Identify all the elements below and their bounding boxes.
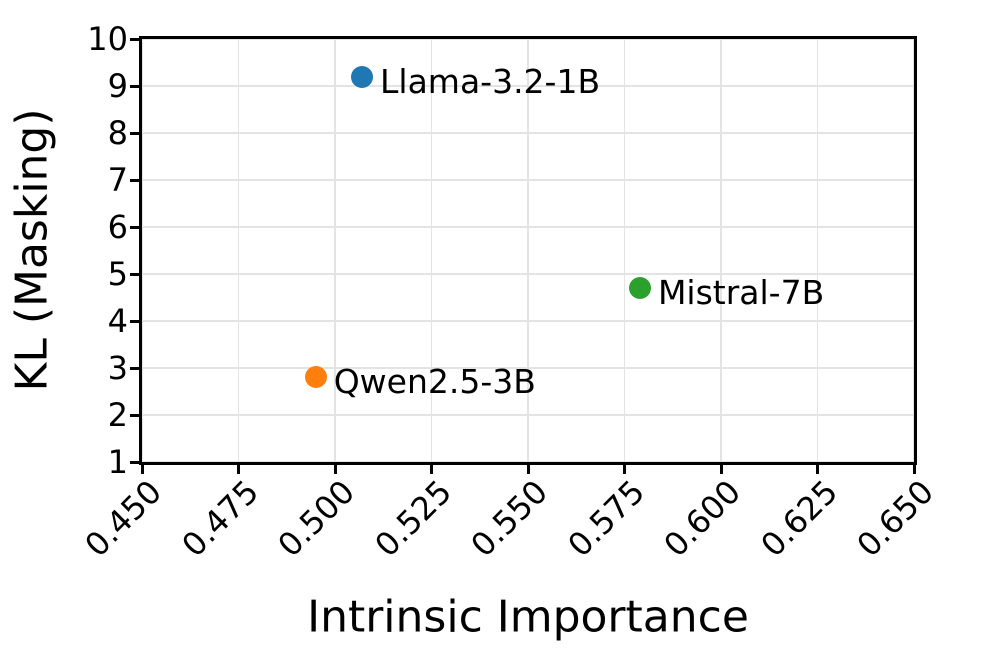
x-tick-mark xyxy=(237,462,240,474)
scatter-point-llama-3-2-1b xyxy=(351,65,374,88)
y-tick-label: 6 xyxy=(107,208,128,246)
y-gridline xyxy=(142,85,914,87)
x-tick-mark xyxy=(333,462,337,474)
point-label-qwen2-5-3b: Qwen2.5-3B xyxy=(333,362,536,402)
x-tick-mark xyxy=(623,462,626,474)
y-tick-mark xyxy=(130,319,142,323)
y-tick-mark xyxy=(130,460,142,464)
y-axis-label: KL (Masking) xyxy=(6,108,58,392)
x-tick-mark xyxy=(430,462,433,474)
y-tick-mark xyxy=(130,413,142,417)
x-gridline xyxy=(141,39,143,462)
y-tick-label: 1 xyxy=(107,443,128,481)
y-gridline xyxy=(142,38,914,40)
y-gridline xyxy=(142,320,914,322)
y-gridline xyxy=(142,414,914,416)
x-gridline xyxy=(527,39,529,462)
y-tick-label: 8 xyxy=(107,114,128,152)
y-gridline xyxy=(142,367,914,369)
y-tick-label: 4 xyxy=(107,302,128,340)
plot-area-points: Llama-3.2-1B Qwen2.5-3B Mistral-7B xyxy=(142,39,914,462)
x-gridline xyxy=(816,39,819,462)
point-label-mistral-7b: Mistral-7B xyxy=(657,273,825,313)
x-gridline xyxy=(334,39,336,462)
y-gridline xyxy=(142,226,914,228)
x-gridline xyxy=(720,39,722,462)
x-gridline xyxy=(430,39,433,462)
scatter-point-qwen2-5-3b xyxy=(304,366,327,389)
x-tick-mark xyxy=(816,462,819,474)
y-tick-mark xyxy=(130,366,142,370)
x-tick-mark xyxy=(912,462,916,474)
y-tick-mark xyxy=(130,178,142,182)
y-gridline xyxy=(142,132,914,134)
y-tick-mark xyxy=(130,272,142,276)
y-tick-mark xyxy=(130,225,142,229)
y-tick-label: 2 xyxy=(107,396,128,434)
point-label-llama-3-2-1b: Llama-3.2-1B xyxy=(380,61,601,101)
y-tick-mark xyxy=(130,37,142,41)
y-gridline xyxy=(142,179,914,181)
y-tick-label: 7 xyxy=(107,161,128,199)
y-tick-label: 10 xyxy=(87,20,128,58)
scatter-point-mistral-7b xyxy=(628,277,651,300)
x-tick-mark xyxy=(526,462,530,474)
y-tick-mark xyxy=(130,131,142,135)
x-tick-mark xyxy=(719,462,723,474)
y-tick-mark xyxy=(130,84,142,88)
x-gridline xyxy=(623,39,626,462)
y-tick-label: 3 xyxy=(107,349,128,387)
y-tick-label: 9 xyxy=(107,67,128,105)
x-gridline xyxy=(237,39,240,462)
y-gridline xyxy=(142,273,914,275)
x-axis-label: Intrinsic Importance xyxy=(307,591,749,643)
y-tick-label: 5 xyxy=(107,255,128,293)
x-tick-mark xyxy=(140,462,144,474)
